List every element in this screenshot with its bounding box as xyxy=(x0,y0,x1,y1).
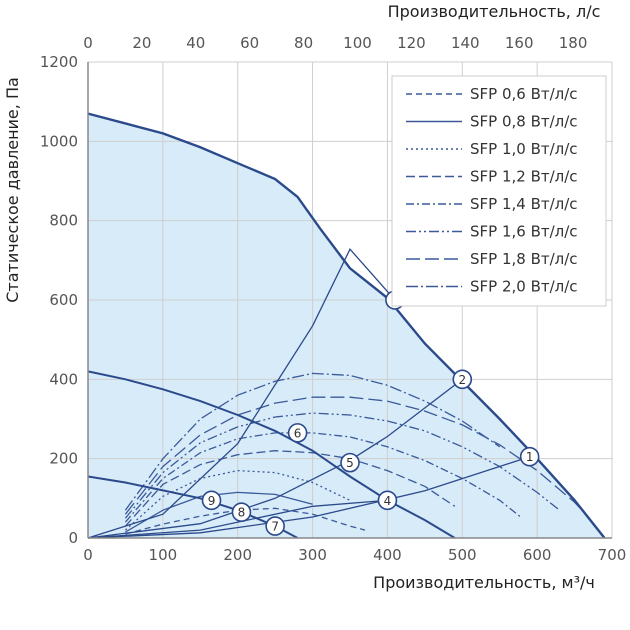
x-tick-label: 700 xyxy=(598,546,627,564)
fan-curve-2 xyxy=(87,370,456,539)
operating-point-marker xyxy=(340,452,360,473)
operating-point-marker xyxy=(519,446,540,467)
legend-item: SFP 1,2 Вт/л/с xyxy=(406,168,578,186)
operating-area-fill xyxy=(88,113,605,538)
system-curve-3 xyxy=(87,248,396,539)
legend-item: SFP 1,4 Вт/л/с xyxy=(406,195,578,213)
x2-tick-label: 100 xyxy=(343,34,372,52)
operating-point-label: 1 xyxy=(526,450,534,464)
operating-point-label: 8 xyxy=(238,506,246,520)
x-tick-label: 600 xyxy=(523,546,552,564)
x2-tick-label: 60 xyxy=(240,34,259,52)
operating-point-marker xyxy=(452,369,473,390)
operating-point-label: 4 xyxy=(384,494,392,508)
operating-point-7: 7 xyxy=(265,516,285,536)
legend-item: SFP 0,8 Вт/л/с xyxy=(406,113,578,131)
operating-point-marker xyxy=(265,516,285,536)
x2-tick-label: 40 xyxy=(186,34,205,52)
x2-tick-label: 120 xyxy=(397,34,426,52)
legend-item: SFP 1,6 Вт/л/с xyxy=(406,223,578,241)
legend-label: SFP 1,6 Вт/л/с xyxy=(470,223,578,241)
operating-point-2: 2 xyxy=(452,369,473,390)
fill-layer xyxy=(88,113,605,538)
operating-point-label: 9 xyxy=(208,494,216,508)
x2-tick-label: 20 xyxy=(132,34,151,52)
x-tick-label: 200 xyxy=(223,546,252,564)
operating-point-6: 6 xyxy=(287,423,308,443)
x2-axis-title: Производительность, л/с xyxy=(388,2,601,21)
operating-point-9: 9 xyxy=(201,490,222,511)
system-curve-2 xyxy=(87,378,463,539)
y-tick-label: 1200 xyxy=(40,53,78,71)
operating-point-marker xyxy=(231,502,252,523)
legend-item: SFP 0,6 Вт/л/с xyxy=(406,85,578,103)
legend: SFP 0,6 Вт/л/с SFP 0,8 Вт/л/с SFP 1,0 Вт/л… xyxy=(391,75,607,307)
x-axis-title: Производительность, м³/ч xyxy=(373,573,595,592)
x-tick-label: 500 xyxy=(448,546,477,564)
operating-point-marker xyxy=(377,490,398,511)
legend-item: SFP 2,0 Вт/л/с xyxy=(406,278,578,296)
y-tick-label: 400 xyxy=(49,370,78,388)
x-tick-label: 300 xyxy=(298,546,327,564)
sfp-line-1 xyxy=(125,507,366,535)
y-tick-label: 800 xyxy=(49,212,78,230)
legend-item: SFP 1,0 Вт/л/с xyxy=(406,140,578,158)
y-tick-label: 1000 xyxy=(40,132,78,150)
x2-tick-label: 160 xyxy=(505,34,534,52)
operating-point-label: 2 xyxy=(458,373,466,387)
legend-label: SFP 1,0 Вт/л/с xyxy=(470,140,578,158)
legend-label: SFP 1,2 Вт/л/с xyxy=(470,168,578,186)
operating-point-label: 5 xyxy=(346,456,354,470)
operating-point-8: 8 xyxy=(231,502,252,523)
legend-label: SFP 0,8 Вт/л/с xyxy=(470,113,578,131)
lines-layer xyxy=(87,112,606,539)
sfp-line-3 xyxy=(124,469,351,531)
operating-point-1: 1 xyxy=(519,446,540,467)
legend-label: SFP 1,4 Вт/л/с xyxy=(470,195,578,213)
y-tick-label: 0 xyxy=(68,529,78,547)
operating-point-4: 4 xyxy=(377,490,398,511)
fan-curve-1 xyxy=(87,112,606,539)
y-axis-title: Статическое давление, Па xyxy=(3,77,22,303)
x2-tick-label: 140 xyxy=(451,34,480,52)
sfp-line-8 xyxy=(124,372,501,511)
operating-point-marker xyxy=(287,423,308,443)
legend-label: SFP 0,6 Вт/л/с xyxy=(470,85,578,103)
legend-item: SFP 1,8 Вт/л/с xyxy=(406,250,578,268)
operating-point-label: 6 xyxy=(294,426,302,440)
y-tick-label: 200 xyxy=(49,450,78,468)
operating-point-label: 7 xyxy=(271,520,279,534)
x-tick-label: 400 xyxy=(373,546,402,564)
legend-label: SFP 1,8 Вт/л/с xyxy=(470,250,578,268)
x2-tick-label: 0 xyxy=(83,34,93,52)
x-tick-label: 0 xyxy=(83,546,93,564)
y-tick-label: 600 xyxy=(49,291,78,309)
operating-point-5: 5 xyxy=(340,452,360,473)
operating-point-marker xyxy=(201,490,222,511)
system-curve-1 xyxy=(87,456,530,539)
x2-tick-label: 80 xyxy=(294,34,313,52)
points-layer: 123456789 xyxy=(201,290,540,536)
x2-tick-label: 180 xyxy=(559,34,588,52)
legend-box xyxy=(391,75,607,307)
legend-label: SFP 2,0 Вт/л/с xyxy=(470,278,578,296)
x-tick-label: 100 xyxy=(149,546,178,564)
